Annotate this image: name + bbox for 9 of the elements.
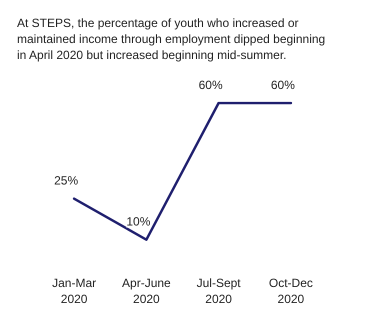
data-label: 60% xyxy=(198,78,223,92)
x-tick-label: Jan-Mar 2020 xyxy=(52,276,96,306)
data-label: 60% xyxy=(270,78,296,92)
data-label: 25% xyxy=(54,174,78,188)
x-tick-label: Jul-Sept 2020 xyxy=(196,276,242,306)
x-tick-label: Oct-Dec 2020 xyxy=(268,276,313,306)
data-label: 10% xyxy=(126,214,151,229)
chart-title: At STEPS, the percentage of youth who increased or maintained income through employment dipped beginning in April 2020 but increased beginning mid-summer. xyxy=(17,16,329,62)
x-tick-label: Apr-June 2020 xyxy=(122,276,172,306)
